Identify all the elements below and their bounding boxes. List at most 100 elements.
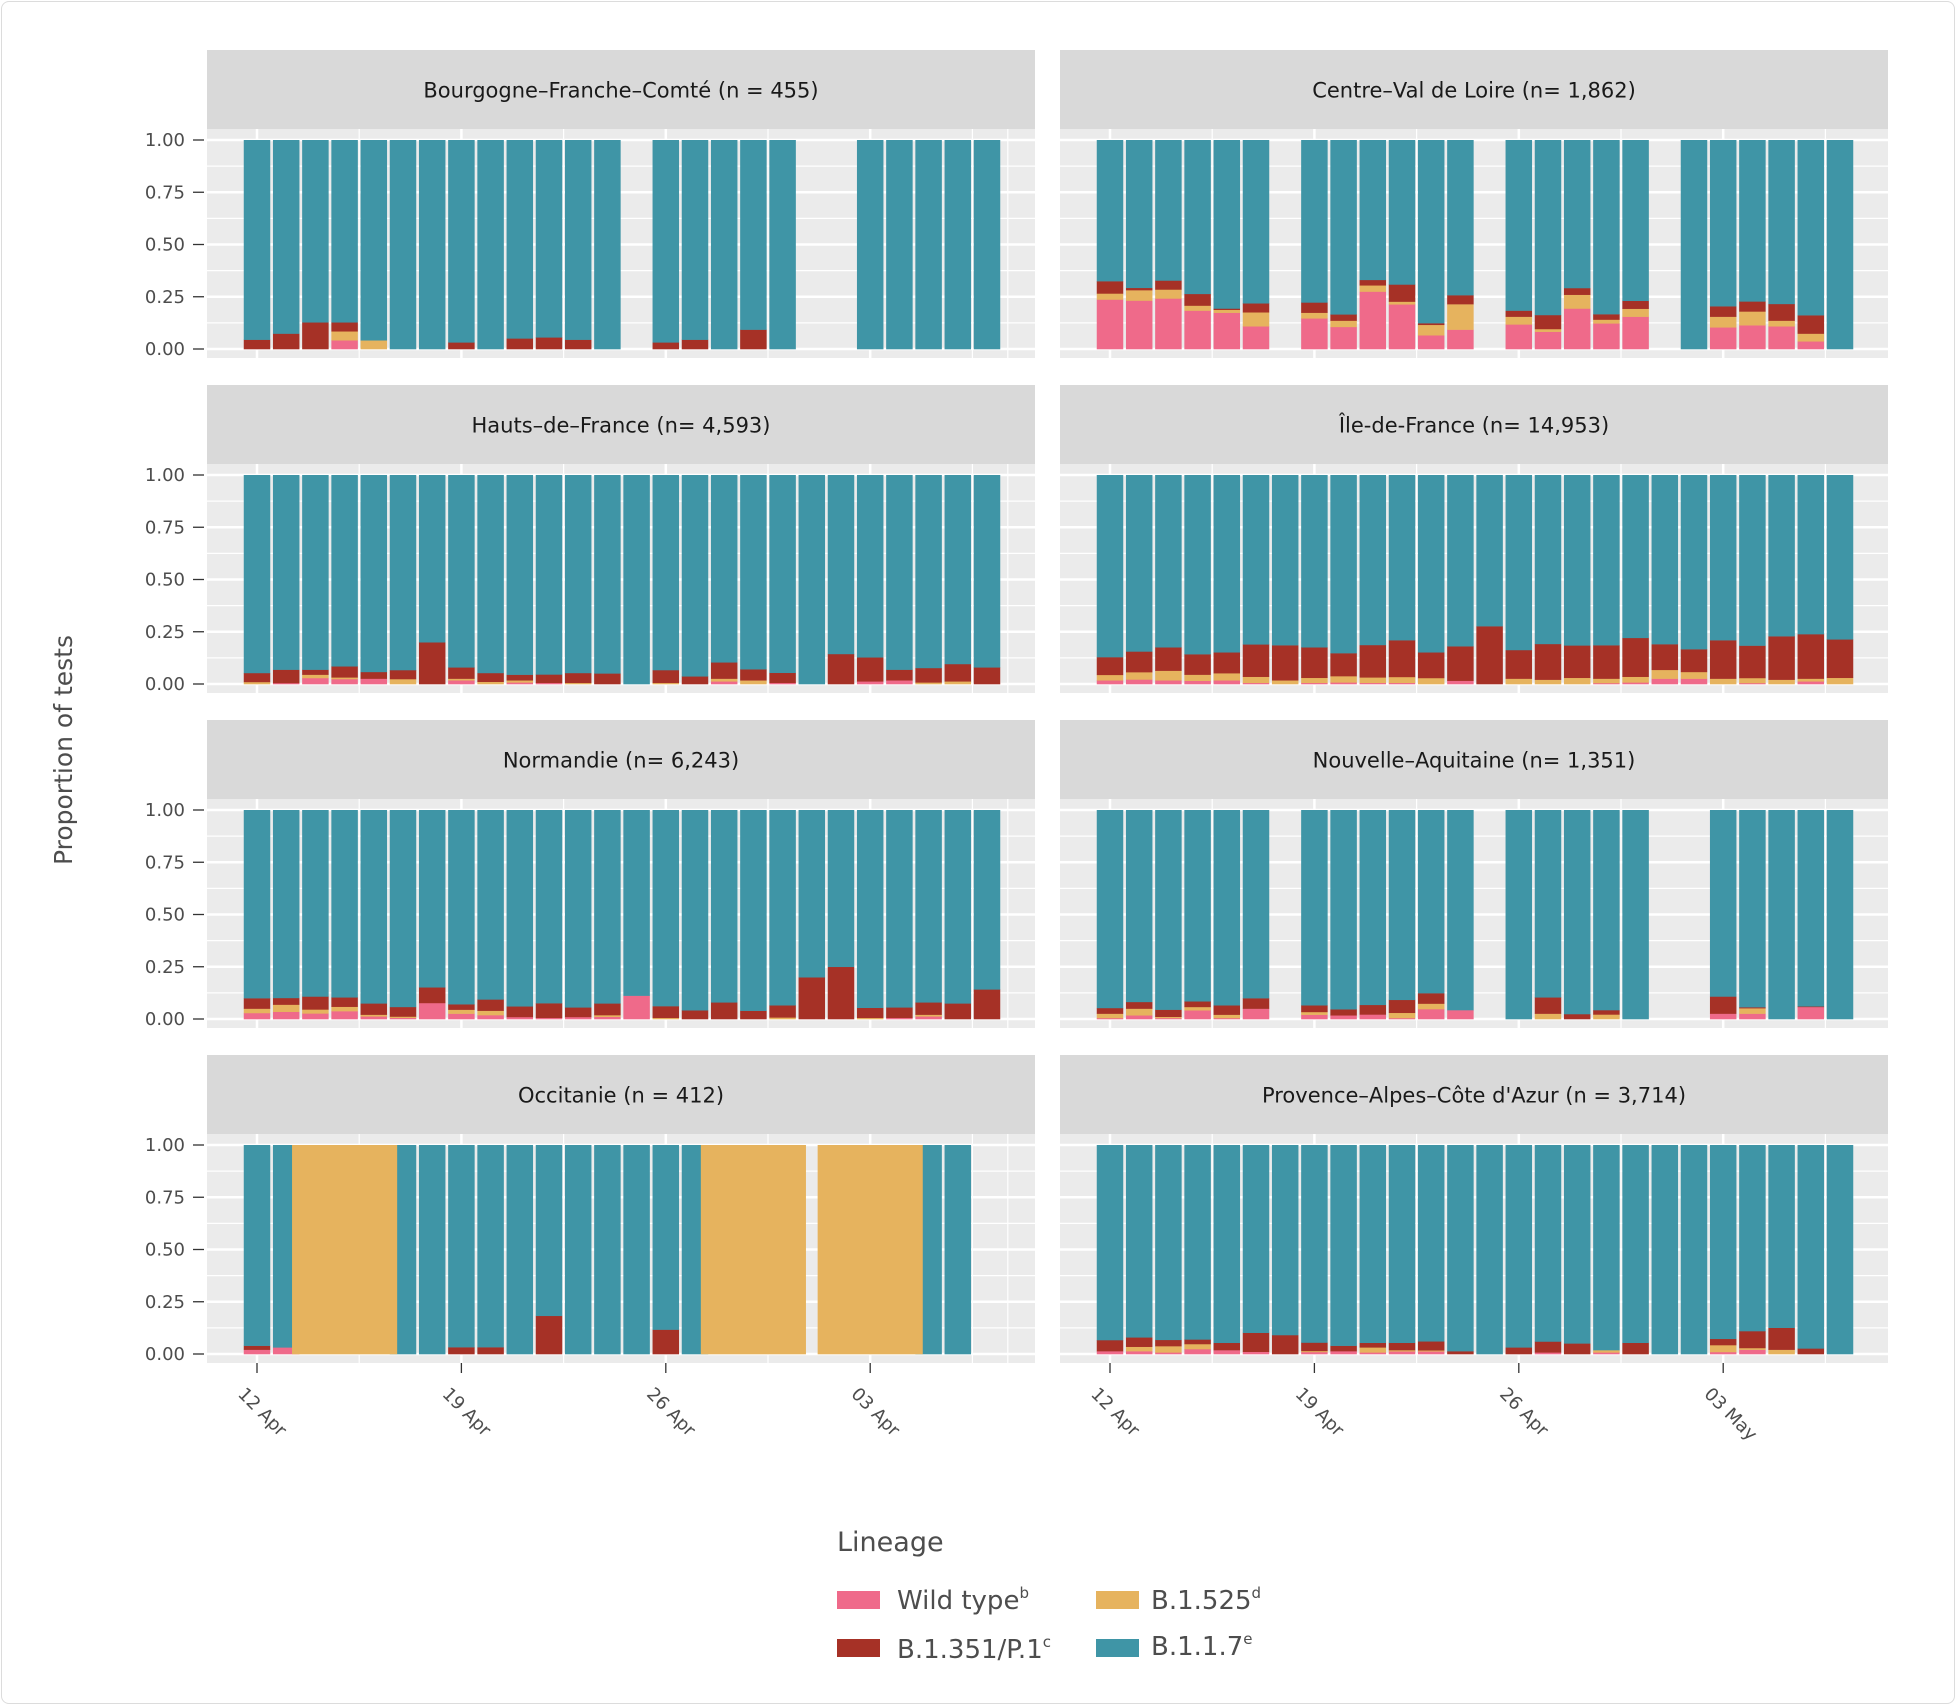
- bar-21-apr: [506, 810, 534, 1020]
- bar-segment-b1351-p1: [477, 672, 504, 683]
- bar-segment-b117: [623, 1145, 650, 1355]
- bar-segment-b1525: [1096, 1013, 1124, 1019]
- legend: Lineage Wild typeb B.1.351/P.1c B.1.525d…: [837, 1527, 1261, 1665]
- bar-segment-b1351-p1: [886, 1007, 913, 1019]
- bar-segment-b117: [1417, 810, 1445, 994]
- bar-segment-b1351-p1: [1622, 1342, 1649, 1355]
- bar-segment-b1525: [1622, 676, 1649, 683]
- bar-segment-wild-type: [1359, 291, 1387, 350]
- facet-title: Hauts–de–France (n= 4,593): [472, 414, 771, 438]
- bar-segment-b1351-p1: [652, 342, 680, 350]
- bar-segment-b1351-p1: [564, 672, 592, 684]
- bar-05-may: [915, 475, 942, 685]
- bar-segment-wild-type: [1096, 299, 1124, 350]
- bar-17-apr: [1242, 1145, 1270, 1355]
- bar-segment-b117: [1768, 140, 1795, 305]
- bar-segment-b1351-p1: [1768, 636, 1795, 680]
- y-tick-label: 0.00: [145, 339, 185, 360]
- bar-segment-wild-type: [1417, 1008, 1445, 1020]
- bar-segment-b117: [506, 475, 534, 675]
- bar-segment-b1525: [1593, 678, 1620, 684]
- bar-segment-b1525: [1388, 1012, 1416, 1019]
- bar-segment-b117: [1388, 475, 1416, 641]
- bar-segment-b117: [1417, 475, 1445, 653]
- bar-29-apr: [740, 475, 767, 685]
- bar-segment-b117: [302, 810, 329, 997]
- bar-segment-b1525: [360, 1014, 388, 1017]
- bar-segment-b1351-p1: [1709, 306, 1737, 317]
- bar-segment-b1525: [1534, 328, 1562, 332]
- bar-25-apr: [1476, 475, 1503, 685]
- bar-04-may: [1739, 140, 1766, 350]
- facet-panels: Bourgogne–Franche–Comté (n = 455) 0.00 0.2…: [145, 50, 1888, 1445]
- bar-segment-b117: [302, 140, 329, 323]
- bar-segment-b117: [681, 810, 709, 1011]
- bar-segment-b1351-p1: [535, 337, 563, 350]
- bar-01-may: [1651, 1145, 1679, 1355]
- bar-segment-wild-type: [1534, 1352, 1562, 1355]
- bar-segment-b1525: [302, 1009, 329, 1014]
- bar-segment-b1351-p1: [272, 669, 300, 684]
- bar-segment-b1351-p1: [302, 669, 329, 675]
- bar-segment-b1351-p1: [1651, 644, 1679, 671]
- bar-segment-b117: [418, 810, 446, 988]
- bar-segment-wild-type: [1739, 325, 1766, 350]
- bar-segment-b1525: [1505, 316, 1533, 325]
- bar-segment-wild-type: [1301, 682, 1328, 685]
- bar-segment-b117: [1534, 810, 1562, 998]
- bar-segment-b117: [1213, 475, 1241, 653]
- bar-segment-b1351-p1: [973, 989, 1001, 1020]
- bar-27-apr: [1534, 1145, 1562, 1355]
- bar-30-apr: [1622, 475, 1649, 685]
- bar-14-apr: [1155, 140, 1182, 350]
- bar-segment-b1351-p1: [1301, 1005, 1328, 1013]
- bar-segment-b117: [856, 475, 884, 658]
- bar-segment-wild-type: [243, 1349, 271, 1355]
- bar-segment-b1351-p1: [1622, 300, 1649, 309]
- bar-segment-b1351-p1: [594, 1003, 621, 1016]
- bar-segment-b117: [1096, 140, 1124, 282]
- bar-segment-b1525: [302, 674, 329, 679]
- bar-segment-wild-type: [1155, 1017, 1182, 1020]
- bar-segment-b117: [652, 475, 680, 671]
- bar-segment-b117: [535, 1145, 563, 1317]
- bar-segment-wild-type: [1417, 335, 1445, 350]
- bar-segment-b117: [418, 140, 446, 350]
- legend-title: Lineage: [837, 1527, 944, 1558]
- bar-18-apr: [418, 1145, 446, 1355]
- bar-segment-b117: [243, 1145, 271, 1346]
- bar-segment-b1351-p1: [1155, 1339, 1182, 1347]
- bar-segment-b117: [1330, 810, 1357, 1010]
- bar-segment-b1525: [389, 1016, 417, 1019]
- bar-segment-b117: [1593, 140, 1620, 315]
- bar-27-apr: [1534, 140, 1562, 350]
- bar-04-may: [1739, 1145, 1766, 1355]
- bar-segment-b117: [1709, 1145, 1737, 1340]
- bar-28-apr: [710, 810, 738, 1020]
- bar-04-may: [886, 475, 913, 685]
- bar-segment-b117: [1242, 810, 1270, 999]
- bar-07-may: [973, 475, 1001, 685]
- bar-15-apr: [1184, 810, 1211, 1020]
- bar-segment-b1525: [1213, 309, 1241, 313]
- bar-19-apr: [448, 1145, 475, 1355]
- bar-segment-b1351-p1: [1184, 654, 1211, 675]
- bar-segment-b1351-p1: [652, 1329, 680, 1355]
- bar-segment-b1351-p1: [1213, 1342, 1241, 1351]
- bar-28-apr: [1563, 475, 1591, 685]
- bar-segment-b1351-p1: [1125, 1001, 1153, 1009]
- y-tick-label: 1.00: [145, 1135, 185, 1156]
- bar-segment-b117: [769, 475, 796, 674]
- bar-23-apr: [564, 810, 592, 1020]
- bar-23-apr: [1417, 140, 1445, 350]
- bar-14-apr: [302, 140, 329, 350]
- bar-segment-b1351-p1: [477, 1347, 504, 1355]
- bar-segment-wild-type: [564, 1016, 592, 1020]
- bar-segment-b117: [1096, 475, 1124, 658]
- bar-segment-b1351-p1: [1563, 1343, 1591, 1355]
- y-tick-label: 0.25: [145, 622, 185, 643]
- bar-20-apr: [477, 140, 504, 350]
- bar-segment-b117: [798, 475, 826, 685]
- bar-segment-b117: [740, 140, 767, 330]
